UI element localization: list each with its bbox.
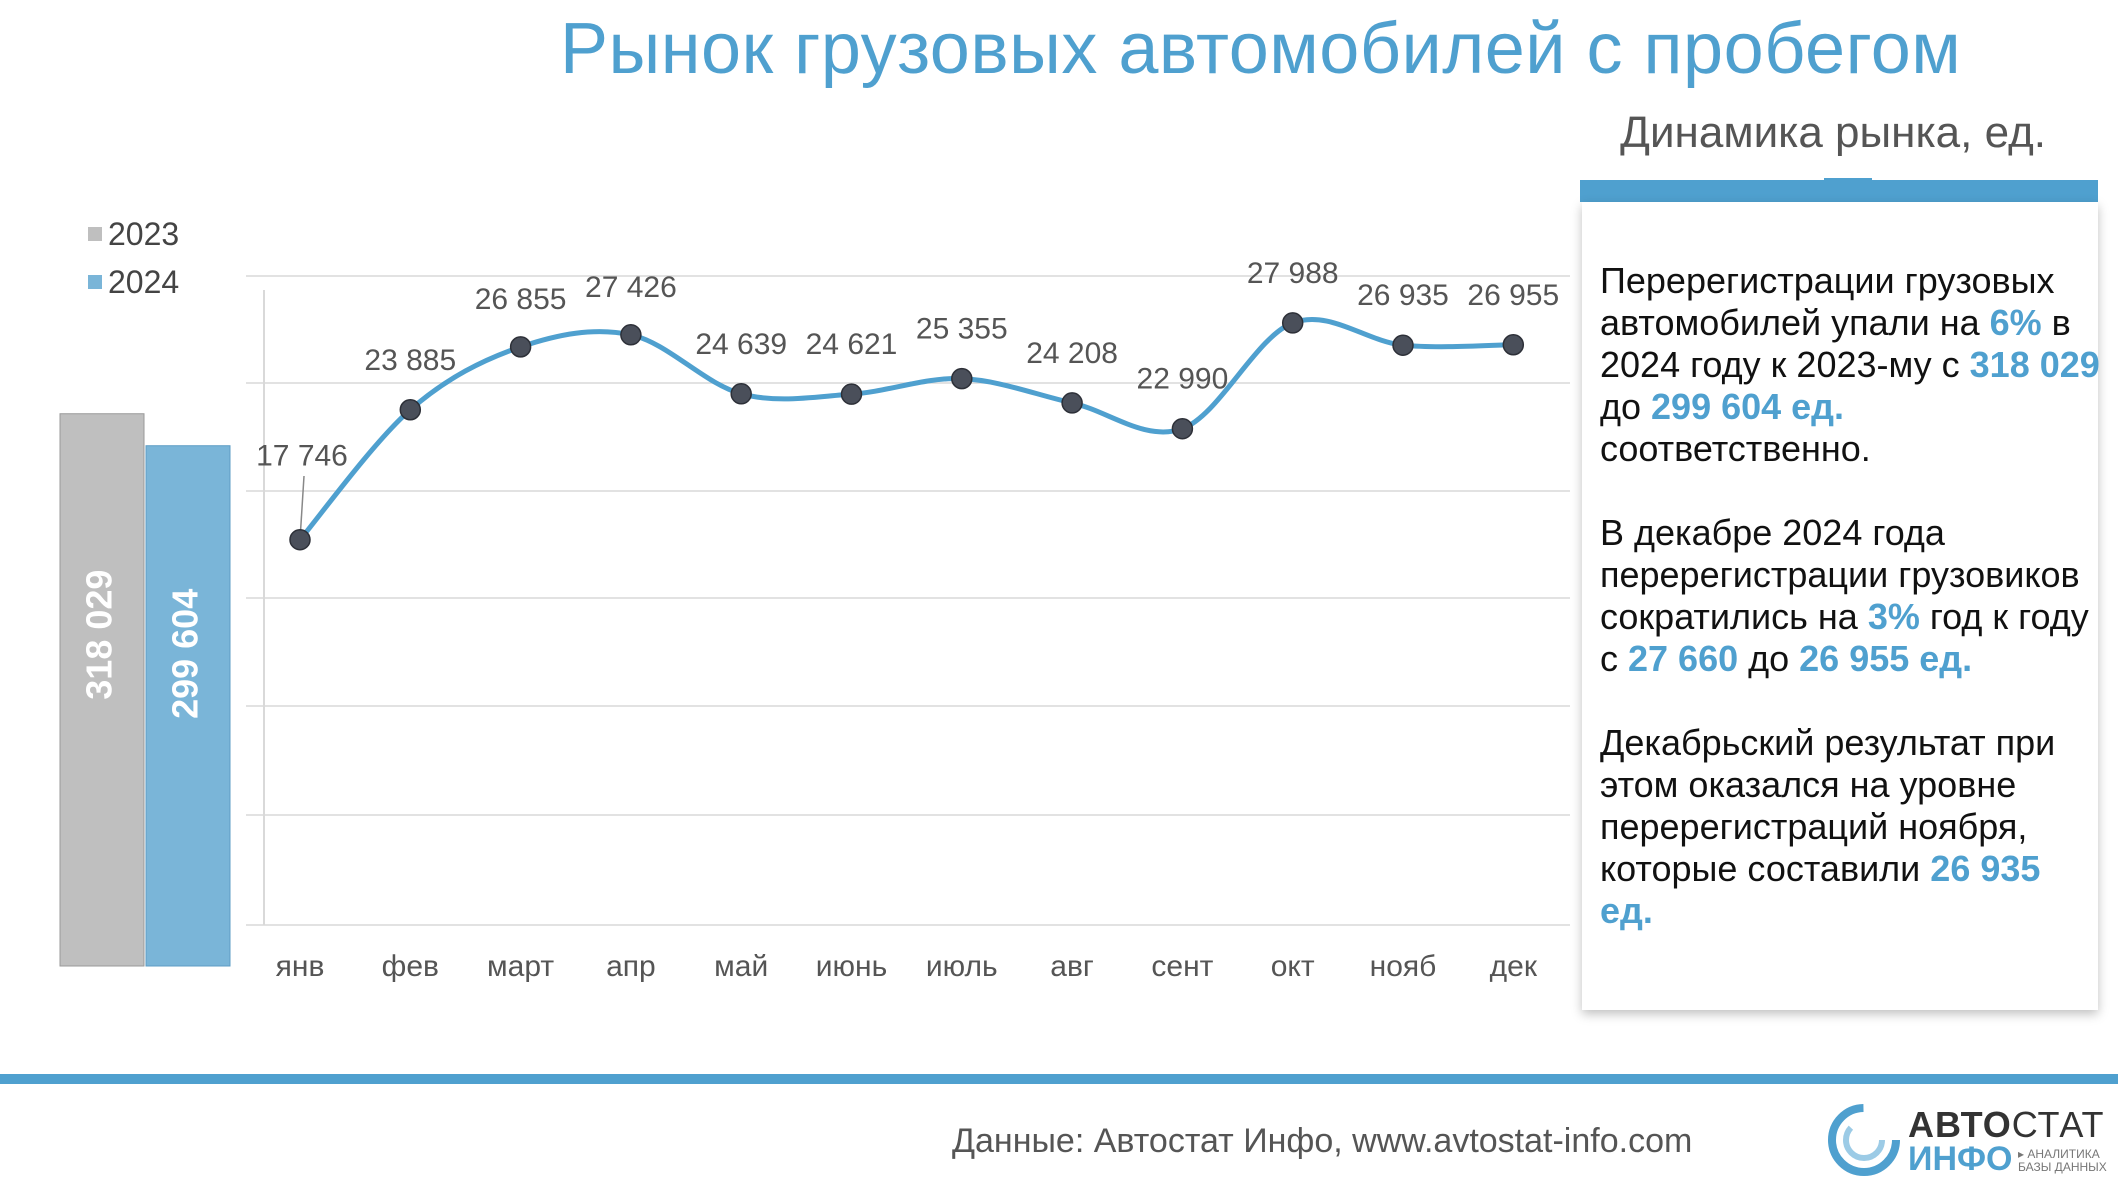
- line-chart-x-labels: янв фев март апр май июнь июль авг сент окт нояб де…: [276, 950, 1538, 983]
- info-p1-text-3: до: [1600, 386, 1652, 427]
- annual-bar-label-2023: 318 029: [79, 570, 120, 700]
- logo-swirl-icon: [1828, 1104, 1900, 1176]
- line-chart-series: 17 746 23 885 26 855 27 426 24 639 24 621 25 3…: [256, 257, 1559, 551]
- data-label-дек: 26 955: [1467, 279, 1559, 312]
- logo-main-text: АВТОСТАТ: [1908, 1104, 2105, 1146]
- info-p2-text-2: год к году с: [1600, 596, 2089, 679]
- legend-item-2024: 2024: [88, 258, 179, 306]
- data-label-нояб: 26 935: [1357, 279, 1449, 312]
- x-tick-апр: апр: [606, 950, 656, 983]
- point-июль: [951, 367, 973, 390]
- point-авг: [1061, 392, 1083, 414]
- info-p3-highlight-1: 26 935 ед.: [1600, 848, 2041, 931]
- footer-divider: [0, 1074, 2118, 1084]
- point-окт: [1281, 312, 1304, 334]
- x-tick-сент: сент: [1151, 950, 1213, 983]
- info-p1-highlight-3: 299 604 ед.: [1651, 386, 1845, 427]
- x-tick-нояб: нояб: [1370, 950, 1437, 983]
- info-panel: Перерегистрации грузовых автомобилей упа…: [1582, 202, 2100, 1010]
- point-янв: [289, 528, 311, 551]
- page-title: Рынок грузовых автомобилей с пробегом: [560, 9, 1962, 89]
- x-tick-май: май: [714, 950, 768, 983]
- chart-legend: 2023 2024: [88, 210, 179, 306]
- avtostat-logo: АВТОСТАТ ИНФО ▸ АНАЛИТИКА БАЗЫ ДАННЫХ: [1826, 1100, 2108, 1180]
- series-line-2024: [298, 316, 1514, 542]
- accent-notch: [1824, 178, 1872, 182]
- legend-swatch-2024: [88, 275, 102, 289]
- info-paragraph-2: В декабре 2024 года перерегистрации груз…: [1600, 512, 2100, 680]
- logo-sub-text: ИНФО: [1908, 1140, 2013, 1178]
- data-label-авг: 24 208: [1026, 337, 1118, 370]
- logo-tagline: ▸ АНАЛИТИКА БАЗЫ ДАННЫХ: [2018, 1148, 2108, 1174]
- logo-main-thin: СТАТ: [2011, 1104, 2105, 1145]
- logo-main-bold: АВТО: [1908, 1104, 2012, 1145]
- point-фев: [399, 399, 422, 421]
- x-tick-дек: дек: [1490, 950, 1538, 983]
- x-tick-авг: авг: [1050, 950, 1094, 983]
- annual-bar-2024: [145, 445, 231, 967]
- annual-bar-2023: [59, 413, 145, 967]
- data-label-июнь: 24 621: [806, 328, 898, 361]
- info-p3-text-1: Декабрьский результат при этом оказался …: [1600, 722, 2056, 889]
- data-label-фев: 23 885: [364, 344, 456, 377]
- logo-tag-line-2: БАЗЫ ДАННЫХ: [2018, 1160, 2107, 1174]
- info-p2-text-1: В декабре 2024 года перерегистрации груз…: [1600, 512, 2080, 637]
- x-tick-фев: фев: [382, 950, 439, 983]
- data-label-янв: 17 746: [256, 440, 348, 473]
- data-label-июль: 25 355: [916, 313, 1008, 346]
- info-paragraph-1: Перерегистрации грузовых автомобилей упа…: [1600, 260, 2100, 470]
- info-p1-text-1: Перерегистрации грузовых автомобилей упа…: [1600, 260, 2055, 343]
- info-p1-text-4: соответственно.: [1600, 428, 1871, 469]
- point-нояб: [1392, 334, 1414, 356]
- point-май: [730, 383, 752, 405]
- x-tick-март: март: [487, 950, 554, 983]
- point-март: [509, 336, 532, 358]
- annual-bar-chart: 318 029 299 604: [59, 413, 231, 967]
- legend-label-2024: 2024: [108, 263, 180, 300]
- info-p2-text-3: до: [1738, 638, 1800, 679]
- data-label-окт: 27 988: [1247, 257, 1339, 290]
- data-label-апр: 27 426: [585, 271, 677, 304]
- info-p2-highlight-2: 27 660: [1628, 638, 1739, 679]
- x-tick-окт: окт: [1271, 950, 1315, 983]
- logo-tag-line-1: ▸ АНАЛИТИКА: [2018, 1147, 2100, 1161]
- data-label-сент: 22 990: [1137, 363, 1229, 396]
- data-label-май: 24 639: [695, 328, 787, 361]
- footer-source: Данные: Автостат Инфо, www.avtostat-info…: [952, 1122, 1693, 1160]
- legend-item-2023: 2023: [88, 210, 179, 258]
- point-апр: [620, 324, 642, 346]
- point-сент: [1171, 417, 1194, 440]
- x-tick-июль: июль: [926, 950, 998, 983]
- point-июнь: [840, 383, 863, 405]
- chart-area: 318 029 299 604 17 746 23 885 26 855 27 426 2…: [59, 257, 1570, 983]
- point-дек: [1502, 334, 1525, 356]
- x-tick-июнь: июнь: [816, 950, 887, 983]
- x-tick-янв: янв: [276, 950, 325, 983]
- info-p2-highlight-3: 26 955 ед.: [1799, 638, 1973, 679]
- info-paragraph-3: Декабрьский результат при этом оказался …: [1600, 722, 2100, 932]
- annual-bar-label-2024: 299 604: [165, 589, 206, 719]
- legend-label-2023: 2023: [108, 215, 180, 252]
- data-label-март: 26 855: [475, 283, 567, 316]
- chart-subtitle: Динамика рынка, ед.: [1620, 108, 2046, 157]
- info-p2-highlight-1: 3%: [1867, 596, 1920, 637]
- info-text: Перерегистрации грузовых автомобилей упа…: [1600, 260, 2100, 974]
- legend-swatch-2023: [88, 227, 102, 241]
- info-p1-highlight-2: 318 029: [1969, 344, 2100, 385]
- info-p1-text-2: в 2024 году к 2023-му с: [1600, 302, 2071, 385]
- accent-bar: [1580, 180, 2098, 202]
- info-p1-highlight-1: 6%: [1989, 302, 2042, 343]
- line-chart-gridlines: [246, 275, 1570, 926]
